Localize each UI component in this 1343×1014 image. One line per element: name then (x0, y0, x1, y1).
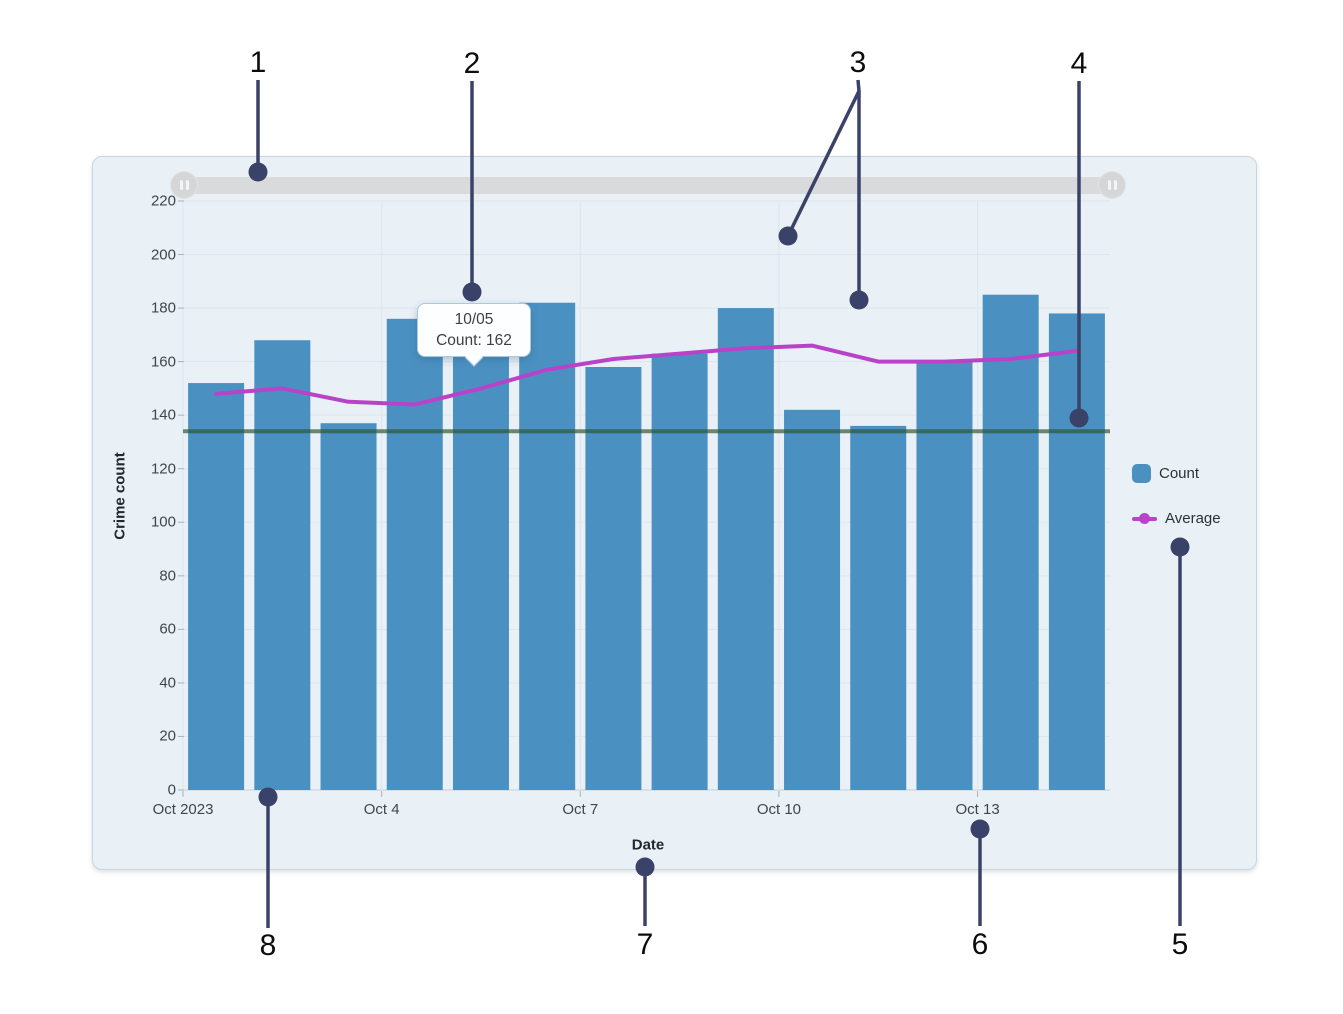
grip-pause-icon (1113, 180, 1117, 190)
callout-number-2: 2 (463, 47, 481, 80)
grip-pause-icon (179, 180, 183, 190)
x-tick-label-oct-7: Oct 7 (562, 801, 599, 818)
y-tick-label-40: 40 (159, 674, 176, 692)
average-line-icon (1132, 513, 1157, 524)
grip-pause-icon (185, 180, 189, 190)
y-tick-label-60: 60 (159, 620, 176, 638)
callout-number-8: 8 (259, 929, 277, 962)
y-tick-label-160: 160 (150, 353, 176, 371)
callout-number-7: 7 (636, 928, 654, 961)
x-tick-label-oct-4: Oct 4 (363, 801, 400, 818)
slider-handle-left[interactable] (170, 171, 198, 199)
x-axis-title: Date (631, 836, 665, 854)
callout-number-5: 5 (1171, 928, 1189, 961)
count-swatch-icon (1132, 464, 1151, 483)
x-tick-label-oct-2023: Oct 2023 (152, 801, 214, 818)
average-dot-icon (1139, 513, 1150, 524)
callout-number-1: 1 (249, 46, 267, 79)
legend-item-average[interactable]: Average (1132, 509, 1221, 528)
callout-number-3: 3 (849, 46, 867, 79)
x-tick-label-oct-13: Oct 13 (955, 801, 1000, 818)
y-tick-label-100: 100 (150, 513, 176, 531)
y-tick-label-180: 180 (150, 299, 176, 317)
tooltip: 10/05 Count: 162 (417, 303, 531, 367)
chart-panel (92, 156, 1257, 870)
legend: Count Average (1132, 464, 1221, 528)
legend-label-count: Count (1159, 465, 1200, 482)
y-tick-label-220: 220 (150, 192, 176, 210)
y-tick-label-0: 0 (167, 781, 176, 799)
y-tick-label-20: 20 (159, 727, 176, 745)
callout-number-6: 6 (971, 928, 989, 961)
time-range-slider-track[interactable] (171, 177, 1126, 194)
legend-label-average: Average (1165, 510, 1221, 527)
tooltip-title: 10/05 (454, 311, 494, 328)
y-tick-label-80: 80 (159, 567, 176, 585)
x-tick-label-oct-10: Oct 10 (756, 801, 802, 818)
y-tick-label-120: 120 (150, 460, 176, 478)
y-tick-label-200: 200 (150, 246, 176, 264)
callout-number-4: 4 (1070, 47, 1088, 80)
grip-pause-icon (1107, 180, 1111, 190)
legend-item-count[interactable]: Count (1132, 464, 1221, 483)
slider-handle-right[interactable] (1098, 171, 1126, 199)
y-tick-label-140: 140 (150, 406, 176, 424)
